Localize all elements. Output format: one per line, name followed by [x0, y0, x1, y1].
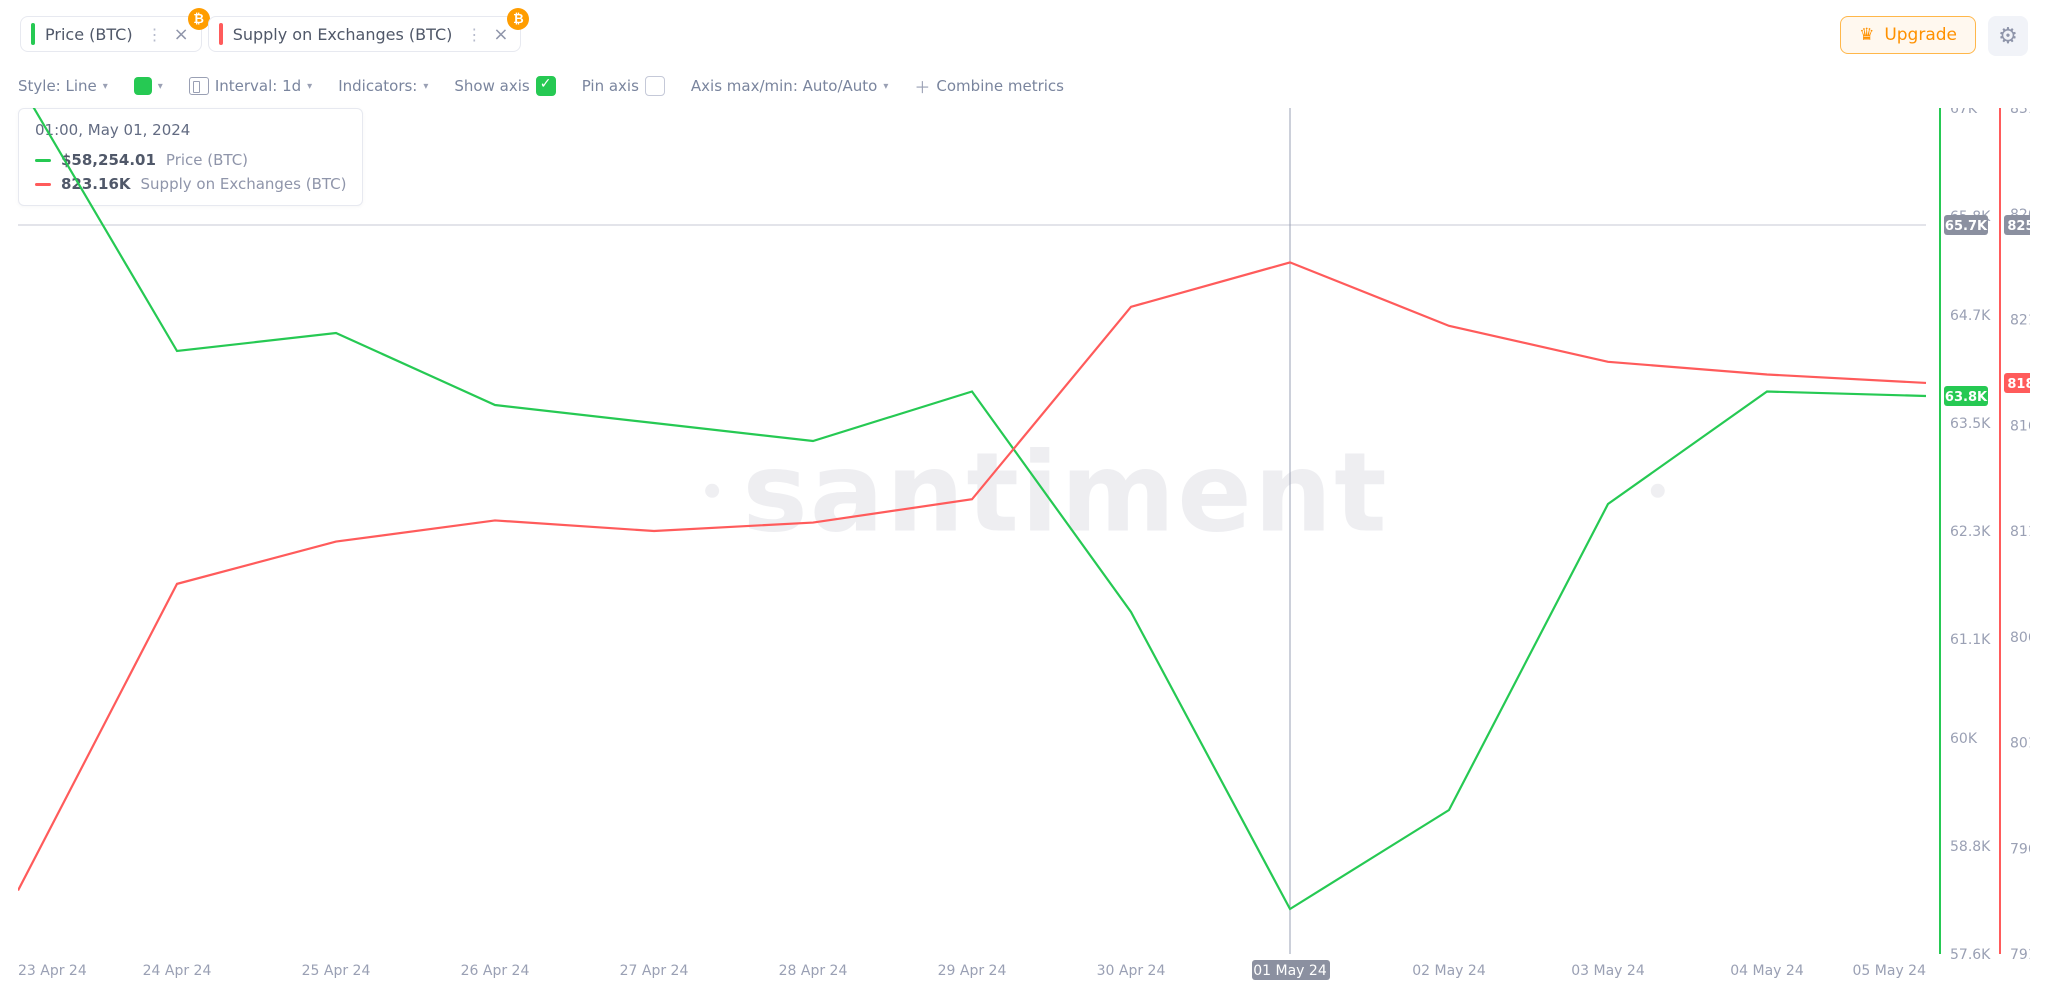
chevron-down-icon: ▾: [307, 81, 312, 92]
metric-tabs: Price (BTC) ⋮ × ₿ Supply on Exchanges (B…: [20, 16, 521, 52]
svg-text:30 Apr 24: 30 Apr 24: [1097, 963, 1166, 979]
chevron-down-icon: ▾: [423, 81, 428, 92]
svg-text:santiment: santiment: [742, 428, 1388, 556]
svg-text:62.3K: 62.3K: [1950, 524, 1991, 540]
svg-text:825K: 825K: [2007, 219, 2030, 234]
more-icon[interactable]: ⋮: [147, 25, 164, 44]
svg-text:67K: 67K: [1950, 108, 1978, 117]
tab-stripe: [219, 23, 223, 45]
pin-axis-label: Pin axis: [582, 77, 639, 95]
svg-text:816K: 816K: [2010, 418, 2030, 434]
axis-minmax-label: Axis max/min: Auto/Auto: [691, 77, 877, 95]
svg-text:24 Apr 24: 24 Apr 24: [143, 963, 212, 979]
svg-text:63.8K: 63.8K: [1945, 390, 1988, 405]
svg-text:818K: 818K: [2007, 377, 2030, 392]
close-icon[interactable]: ×: [174, 24, 189, 45]
color-swatch: [134, 77, 152, 95]
tab-stripe: [31, 23, 35, 45]
checkbox-off-icon: [645, 76, 665, 96]
gear-icon: ⚙: [1998, 24, 2018, 49]
checkbox-on-icon: [536, 76, 556, 96]
svg-text:60K: 60K: [1950, 731, 1978, 747]
svg-text:25 Apr 24: 25 Apr 24: [302, 963, 371, 979]
chart-area[interactable]: santiment 23 Apr 24 24 Apr 24 25 Apr 24 26 A…: [18, 108, 2030, 988]
chevron-down-icon: ▾: [158, 81, 163, 92]
chevron-down-icon: ▾: [883, 81, 888, 92]
svg-text:01 May 24: 01 May 24: [1253, 963, 1327, 979]
svg-text:58.8K: 58.8K: [1950, 839, 1991, 855]
chart-toolbar: Style: Line ▾ ▾ Interval: 1d ▾ Indicator…: [18, 74, 1064, 98]
svg-text:04 May 24: 04 May 24: [1730, 963, 1804, 979]
style-select[interactable]: Style: Line ▾: [18, 77, 108, 95]
svg-text:831K: 831K: [2010, 108, 2030, 117]
upgrade-button[interactable]: ♛ Upgrade: [1840, 16, 1976, 54]
chevron-down-icon: ▾: [103, 81, 108, 92]
chart-svg: santiment 23 Apr 24 24 Apr 24 25 Apr 24 26 A…: [18, 108, 2030, 988]
svg-text:02 May 24: 02 May 24: [1412, 963, 1486, 979]
pin-axis-toggle[interactable]: Pin axis: [582, 76, 665, 96]
svg-text:806K: 806K: [2010, 630, 2030, 646]
color-select[interactable]: ▾: [134, 77, 163, 95]
interval-label: Interval: 1d: [215, 77, 301, 95]
interval-icon: [189, 77, 209, 95]
combine-metrics-button[interactable]: ＋ Combine metrics: [914, 74, 1064, 98]
indicators-select[interactable]: Indicators: ▾: [338, 77, 428, 95]
tab-label: Price (BTC): [45, 25, 133, 44]
more-icon[interactable]: ⋮: [466, 25, 483, 44]
metric-tab-price[interactable]: Price (BTC) ⋮ × ₿: [20, 16, 202, 52]
indicators-label: Indicators:: [338, 77, 417, 95]
interval-select[interactable]: Interval: 1d ▾: [189, 77, 312, 95]
svg-text:57.6K: 57.6K: [1950, 947, 1991, 963]
btc-badge-icon: ₿: [507, 8, 529, 30]
combine-label: Combine metrics: [936, 77, 1064, 95]
crown-icon: ♛: [1859, 25, 1874, 45]
svg-text:801K: 801K: [2010, 736, 2030, 752]
svg-text:811K: 811K: [2010, 524, 2030, 540]
svg-text:791K: 791K: [2010, 947, 2030, 963]
close-icon[interactable]: ×: [493, 24, 508, 45]
svg-text:28 Apr 24: 28 Apr 24: [779, 963, 848, 979]
show-axis-label: Show axis: [454, 77, 529, 95]
svg-text:63.5K: 63.5K: [1950, 416, 1991, 432]
svg-text:05 May 24: 05 May 24: [1853, 963, 1927, 979]
svg-text:27 Apr 24: 27 Apr 24: [620, 963, 689, 979]
axis-minmax-select[interactable]: Axis max/min: Auto/Auto ▾: [691, 77, 888, 95]
svg-text:796K: 796K: [2010, 841, 2030, 857]
svg-text:61.1K: 61.1K: [1950, 632, 1991, 648]
metric-tab-supply[interactable]: Supply on Exchanges (BTC) ⋮ × ₿: [208, 16, 522, 52]
svg-text:03 May 24: 03 May 24: [1571, 963, 1645, 979]
upgrade-label: Upgrade: [1884, 25, 1957, 45]
svg-text:29 Apr 24: 29 Apr 24: [938, 963, 1007, 979]
settings-button[interactable]: ⚙: [1988, 16, 2028, 56]
svg-text:821K: 821K: [2010, 313, 2030, 329]
svg-text:23 Apr 24: 23 Apr 24: [18, 963, 87, 979]
style-label: Style: Line: [18, 77, 97, 95]
svg-text:65.7K: 65.7K: [1945, 219, 1988, 234]
plus-icon: ＋: [914, 74, 930, 98]
btc-badge-icon: ₿: [188, 8, 210, 30]
show-axis-toggle[interactable]: Show axis: [454, 76, 555, 96]
svg-text:64.7K: 64.7K: [1950, 308, 1991, 324]
tab-label: Supply on Exchanges (BTC): [233, 25, 453, 44]
svg-text:26 Apr 24: 26 Apr 24: [461, 963, 530, 979]
